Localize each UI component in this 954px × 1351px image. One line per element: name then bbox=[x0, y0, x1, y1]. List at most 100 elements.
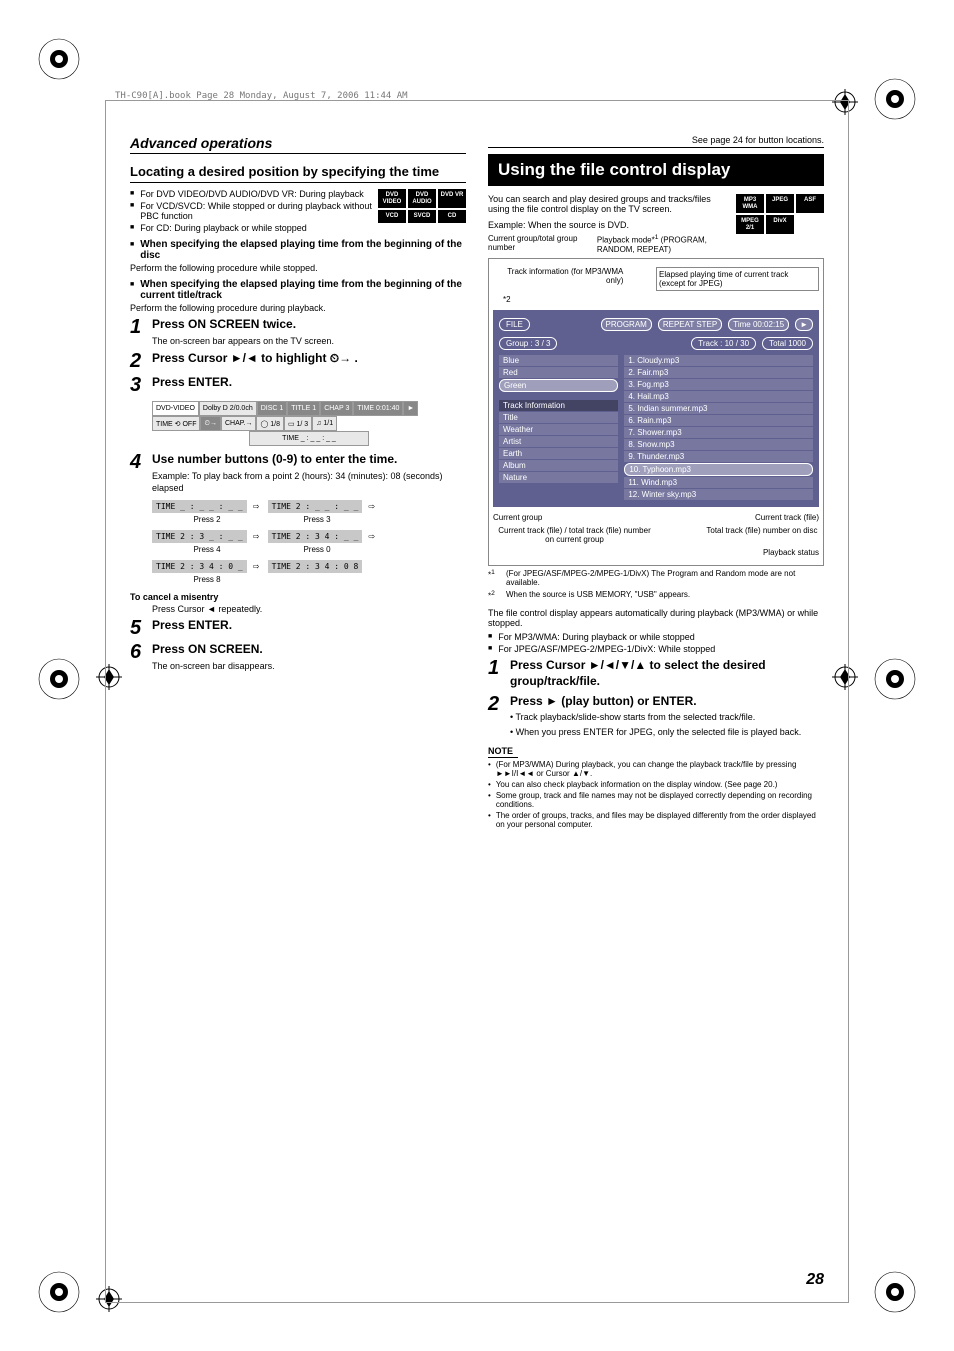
step-number: 4 bbox=[130, 452, 144, 494]
annotation: Playback mode*1 (PROGRAM, RANDOM, REPEAT… bbox=[597, 234, 730, 254]
right-column: See page 24 for button locations. Using … bbox=[488, 135, 824, 831]
badge: CD bbox=[438, 210, 466, 223]
heading-locate: Locating a desired position by specifyin… bbox=[130, 164, 466, 183]
step-text: Use number buttons (0-9) to enter the ti… bbox=[152, 452, 397, 466]
bullet: For VCD/SVCD: While stopped or during pl… bbox=[130, 201, 372, 221]
badge: DivX bbox=[766, 215, 794, 234]
bullet: For MP3/WMA: During playback or while st… bbox=[488, 632, 824, 642]
annotation: Track information (for MP3/WMA only) bbox=[493, 267, 623, 291]
annotation: Total track (file) number on disc bbox=[705, 526, 819, 544]
note-heading: NOTE bbox=[488, 746, 518, 758]
badge: DVD VIDEO bbox=[378, 189, 406, 208]
badge: MP3 WMA bbox=[736, 194, 764, 213]
step-text: Press ENTER. bbox=[152, 618, 466, 638]
step-subtext: Example: To play back from a point 2 (ho… bbox=[152, 471, 466, 494]
step-number: 2 bbox=[488, 694, 502, 739]
step-6: 6 Press ON SCREEN. The on-screen bar dis… bbox=[130, 642, 466, 672]
step-number: 3 bbox=[130, 375, 144, 395]
registration-mark-mr bbox=[871, 655, 919, 703]
fd-file-label: FILE bbox=[499, 318, 530, 331]
note-item: You can also check playback information … bbox=[488, 780, 824, 789]
fd-file-item: 4. Hail.mp3 bbox=[624, 391, 813, 402]
annotation-row2: Current track (file) / total track (file… bbox=[493, 526, 819, 544]
fd-file-item: 8. Snow.mp3 bbox=[624, 439, 813, 450]
bullet: For JPEG/ASF/MPEG-2/MPEG-1/DivX: While s… bbox=[488, 644, 824, 654]
registration-mark-br bbox=[871, 1268, 919, 1316]
fd-track: Track : 10 / 30 bbox=[691, 337, 756, 350]
annotation-top: Current group/total group number Playbac… bbox=[488, 234, 730, 254]
fd-info: Earth bbox=[499, 448, 618, 459]
annotation: Current track (file) / total track (file… bbox=[493, 526, 656, 544]
body-text: Press Cursor ◄ repeatedly. bbox=[152, 604, 466, 614]
step-number: 2 bbox=[130, 351, 144, 371]
format-badges-right: MP3 WMA JPEG ASF MPEG 2/1 DivX bbox=[736, 194, 824, 234]
body-text: The file control display appears automat… bbox=[488, 608, 824, 628]
step-2: 2 Press Cursor ►/◄ to highlight ⏲→ . bbox=[130, 351, 466, 371]
fd-group: Group : 3 / 3 bbox=[499, 337, 557, 350]
section-title: Advanced operations bbox=[130, 135, 272, 151]
ref-marker: *2 bbox=[503, 295, 819, 304]
note-item: (For MP3/WMA) During playback, you can c… bbox=[488, 760, 824, 778]
registration-mark-tl bbox=[35, 35, 83, 83]
fd-file-item: 5. Indian summer.mp3 bbox=[624, 403, 813, 414]
fd-group-item-selected: Green bbox=[499, 379, 618, 392]
step-subtext: The on-screen bar disappears. bbox=[152, 661, 466, 673]
note-item: Some group, track and file names may not… bbox=[488, 791, 824, 809]
bullet: For DVD VIDEO/DVD AUDIO/DVD VR: During p… bbox=[130, 189, 372, 199]
step-text: Press Cursor ►/◄ to highlight ⏲→ . bbox=[152, 351, 466, 371]
fd-file-item: 1. Cloudy.mp3 bbox=[624, 355, 813, 366]
left-column: Advanced operations Locating a desired p… bbox=[130, 135, 466, 831]
annotation: Elapsed playing time of current track (e… bbox=[656, 267, 819, 291]
step-text: Press ENTER. bbox=[152, 375, 466, 395]
section-ref-row: See page 24 for button locations. bbox=[488, 135, 824, 148]
fd-file-item: 12. Winter sky.mp3 bbox=[624, 489, 813, 500]
note-item: The order of groups, tracks, and files m… bbox=[488, 811, 824, 829]
file-control-display: FILE PROGRAM REPEAT STEP Time 00:02:15 ►… bbox=[493, 310, 819, 507]
bullet-list: For MP3/WMA: During playback or while st… bbox=[488, 632, 824, 654]
step-5: 5 Press ENTER. bbox=[130, 618, 466, 638]
registration-mark-ml bbox=[35, 655, 83, 703]
fd-group-item: Red bbox=[499, 367, 618, 378]
step-subtext: • When you press ENTER for JPEG, only th… bbox=[510, 727, 824, 739]
step-1: 1 Press ON SCREEN twice. The on-screen b… bbox=[130, 317, 466, 347]
bullet: For CD: During playback or while stopped bbox=[130, 223, 466, 233]
step-number: 1 bbox=[488, 658, 502, 689]
step-subtext: • Track playback/slide-show starts from … bbox=[510, 712, 824, 724]
page-number: 28 bbox=[806, 1271, 824, 1289]
fd-info-header: Track Information bbox=[499, 400, 618, 411]
fd-info: Weather bbox=[499, 424, 618, 435]
section-header: Advanced operations bbox=[130, 135, 466, 154]
step-text: Press ON SCREEN twice. bbox=[152, 317, 296, 331]
fd-file-item-selected: 10. Typhoon.mp3 bbox=[624, 463, 813, 476]
right-step-1: 1 Press Cursor ►/◄/▼/▲ to select the des… bbox=[488, 658, 824, 689]
badge: SVCD bbox=[408, 210, 436, 223]
time-entry-sequence: TIME _ : _ _ : _ _⇨ TIME 2 : _ _ : _ _⇨ … bbox=[152, 500, 466, 584]
footnote-2: *2When the source is USB MEMORY, "USB" a… bbox=[488, 590, 824, 601]
annotation: Current group/total group number bbox=[488, 234, 585, 254]
fd-file-item: 9. Thunder.mp3 bbox=[624, 451, 813, 462]
fd-file-item: 6. Rain.mp3 bbox=[624, 415, 813, 426]
registration-mark-tr bbox=[871, 75, 919, 123]
annotation: Current track (file) bbox=[755, 513, 819, 522]
subheading-2: When specifying the elapsed playing time… bbox=[130, 279, 466, 301]
annotation: Playback status bbox=[493, 548, 819, 557]
annotation: Current group bbox=[493, 513, 542, 522]
annotation-bot: Current group Current track (file) bbox=[493, 513, 819, 522]
step-text: Press ON SCREEN. bbox=[152, 642, 263, 656]
step-text: Press ► (play button) or ENTER. bbox=[510, 694, 697, 708]
body-text: Perform the following procedure while st… bbox=[130, 263, 466, 273]
step-4: 4 Use number buttons (0-9) to enter the … bbox=[130, 452, 466, 494]
step-number: 1 bbox=[130, 317, 144, 347]
step-subtext: The on-screen bar appears on the TV scre… bbox=[152, 336, 466, 348]
badge: DVD VR bbox=[438, 189, 466, 208]
badge: VCD bbox=[378, 210, 406, 223]
fd-info: Nature bbox=[499, 472, 618, 483]
onscreen-bar-diagram: DVD-VIDEO Dolby D 2/0.0ch DISC 1 TITLE 1… bbox=[152, 401, 466, 446]
fd-file-item: 3. Fog.mp3 bbox=[624, 379, 813, 390]
cancel-heading: To cancel a misentry bbox=[130, 592, 466, 602]
section-ref: See page 24 for button locations. bbox=[692, 135, 824, 145]
step-number: 6 bbox=[130, 642, 144, 672]
badge: ASF bbox=[796, 194, 824, 213]
fd-total: Total 1000 bbox=[762, 337, 813, 350]
fd-file-item: 2. Fair.mp3 bbox=[624, 367, 813, 378]
